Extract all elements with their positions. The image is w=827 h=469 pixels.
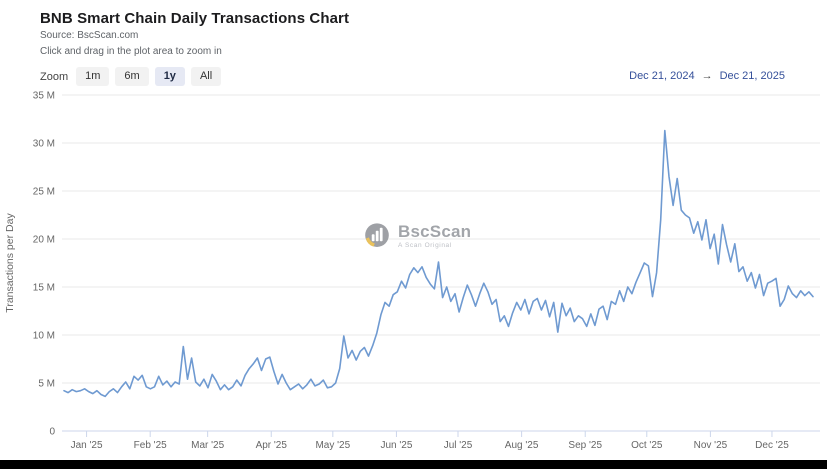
x-tick-label: Sep '25 <box>568 440 602 451</box>
x-tick-label: Feb '25 <box>134 440 167 451</box>
transactions-series-line <box>63 129 814 398</box>
zoom-button-all[interactable]: All <box>190 67 222 86</box>
x-tick-label: Jun '25 <box>380 440 412 451</box>
y-tick-label: 25 M <box>33 187 55 198</box>
y-tick-label: 0 <box>49 427 55 438</box>
y-axis-title: Transactions per Day <box>4 213 16 313</box>
zoom-label: Zoom <box>40 70 69 83</box>
y-tick-label: 35 M <box>33 91 55 102</box>
page-title: BNB Smart Chain Daily Transactions Chart <box>40 10 350 27</box>
x-tick-label: Dec '25 <box>755 440 789 451</box>
zoom-button-1m[interactable]: 1m <box>76 67 110 86</box>
zoom-button-1y[interactable]: 1y <box>154 67 185 86</box>
arrow-right-icon: → <box>701 70 713 82</box>
y-tick-label: 20 M <box>33 235 55 246</box>
zoom-toolbar: Zoom 1m 6m 1y All <box>40 67 222 86</box>
range-from[interactable]: Dec 21, 2024 <box>629 70 695 82</box>
range-to[interactable]: Dec 21, 2025 <box>719 70 785 82</box>
bottom-bar <box>0 460 827 469</box>
chart-source: Source: BscScan.com <box>40 30 139 41</box>
x-tick-label: May '25 <box>315 440 350 451</box>
date-range: Dec 21, 2024 → Dec 21, 2025 <box>629 70 785 82</box>
x-tick-label: Aug '25 <box>505 440 539 451</box>
x-tick-label: Oct '25 <box>631 440 663 451</box>
chart-hint: Click and drag in the plot area to zoom … <box>40 45 222 57</box>
x-tick-label: Jul '25 <box>444 440 473 451</box>
zoom-button-6m[interactable]: 6m <box>115 67 149 86</box>
y-tick-label: 5 M <box>38 379 55 390</box>
x-tick-label: Nov '25 <box>694 440 728 451</box>
y-tick-label: 30 M <box>33 139 55 150</box>
x-tick-label: Apr '25 <box>256 440 288 451</box>
y-tick-label: 10 M <box>33 331 55 342</box>
x-tick-label: Jan '25 <box>71 440 103 451</box>
y-tick-label: 15 M <box>33 283 55 294</box>
x-tick-label: Mar '25 <box>191 440 224 451</box>
chart-header: BNB Smart Chain Daily Transactions Chart… <box>40 10 349 58</box>
